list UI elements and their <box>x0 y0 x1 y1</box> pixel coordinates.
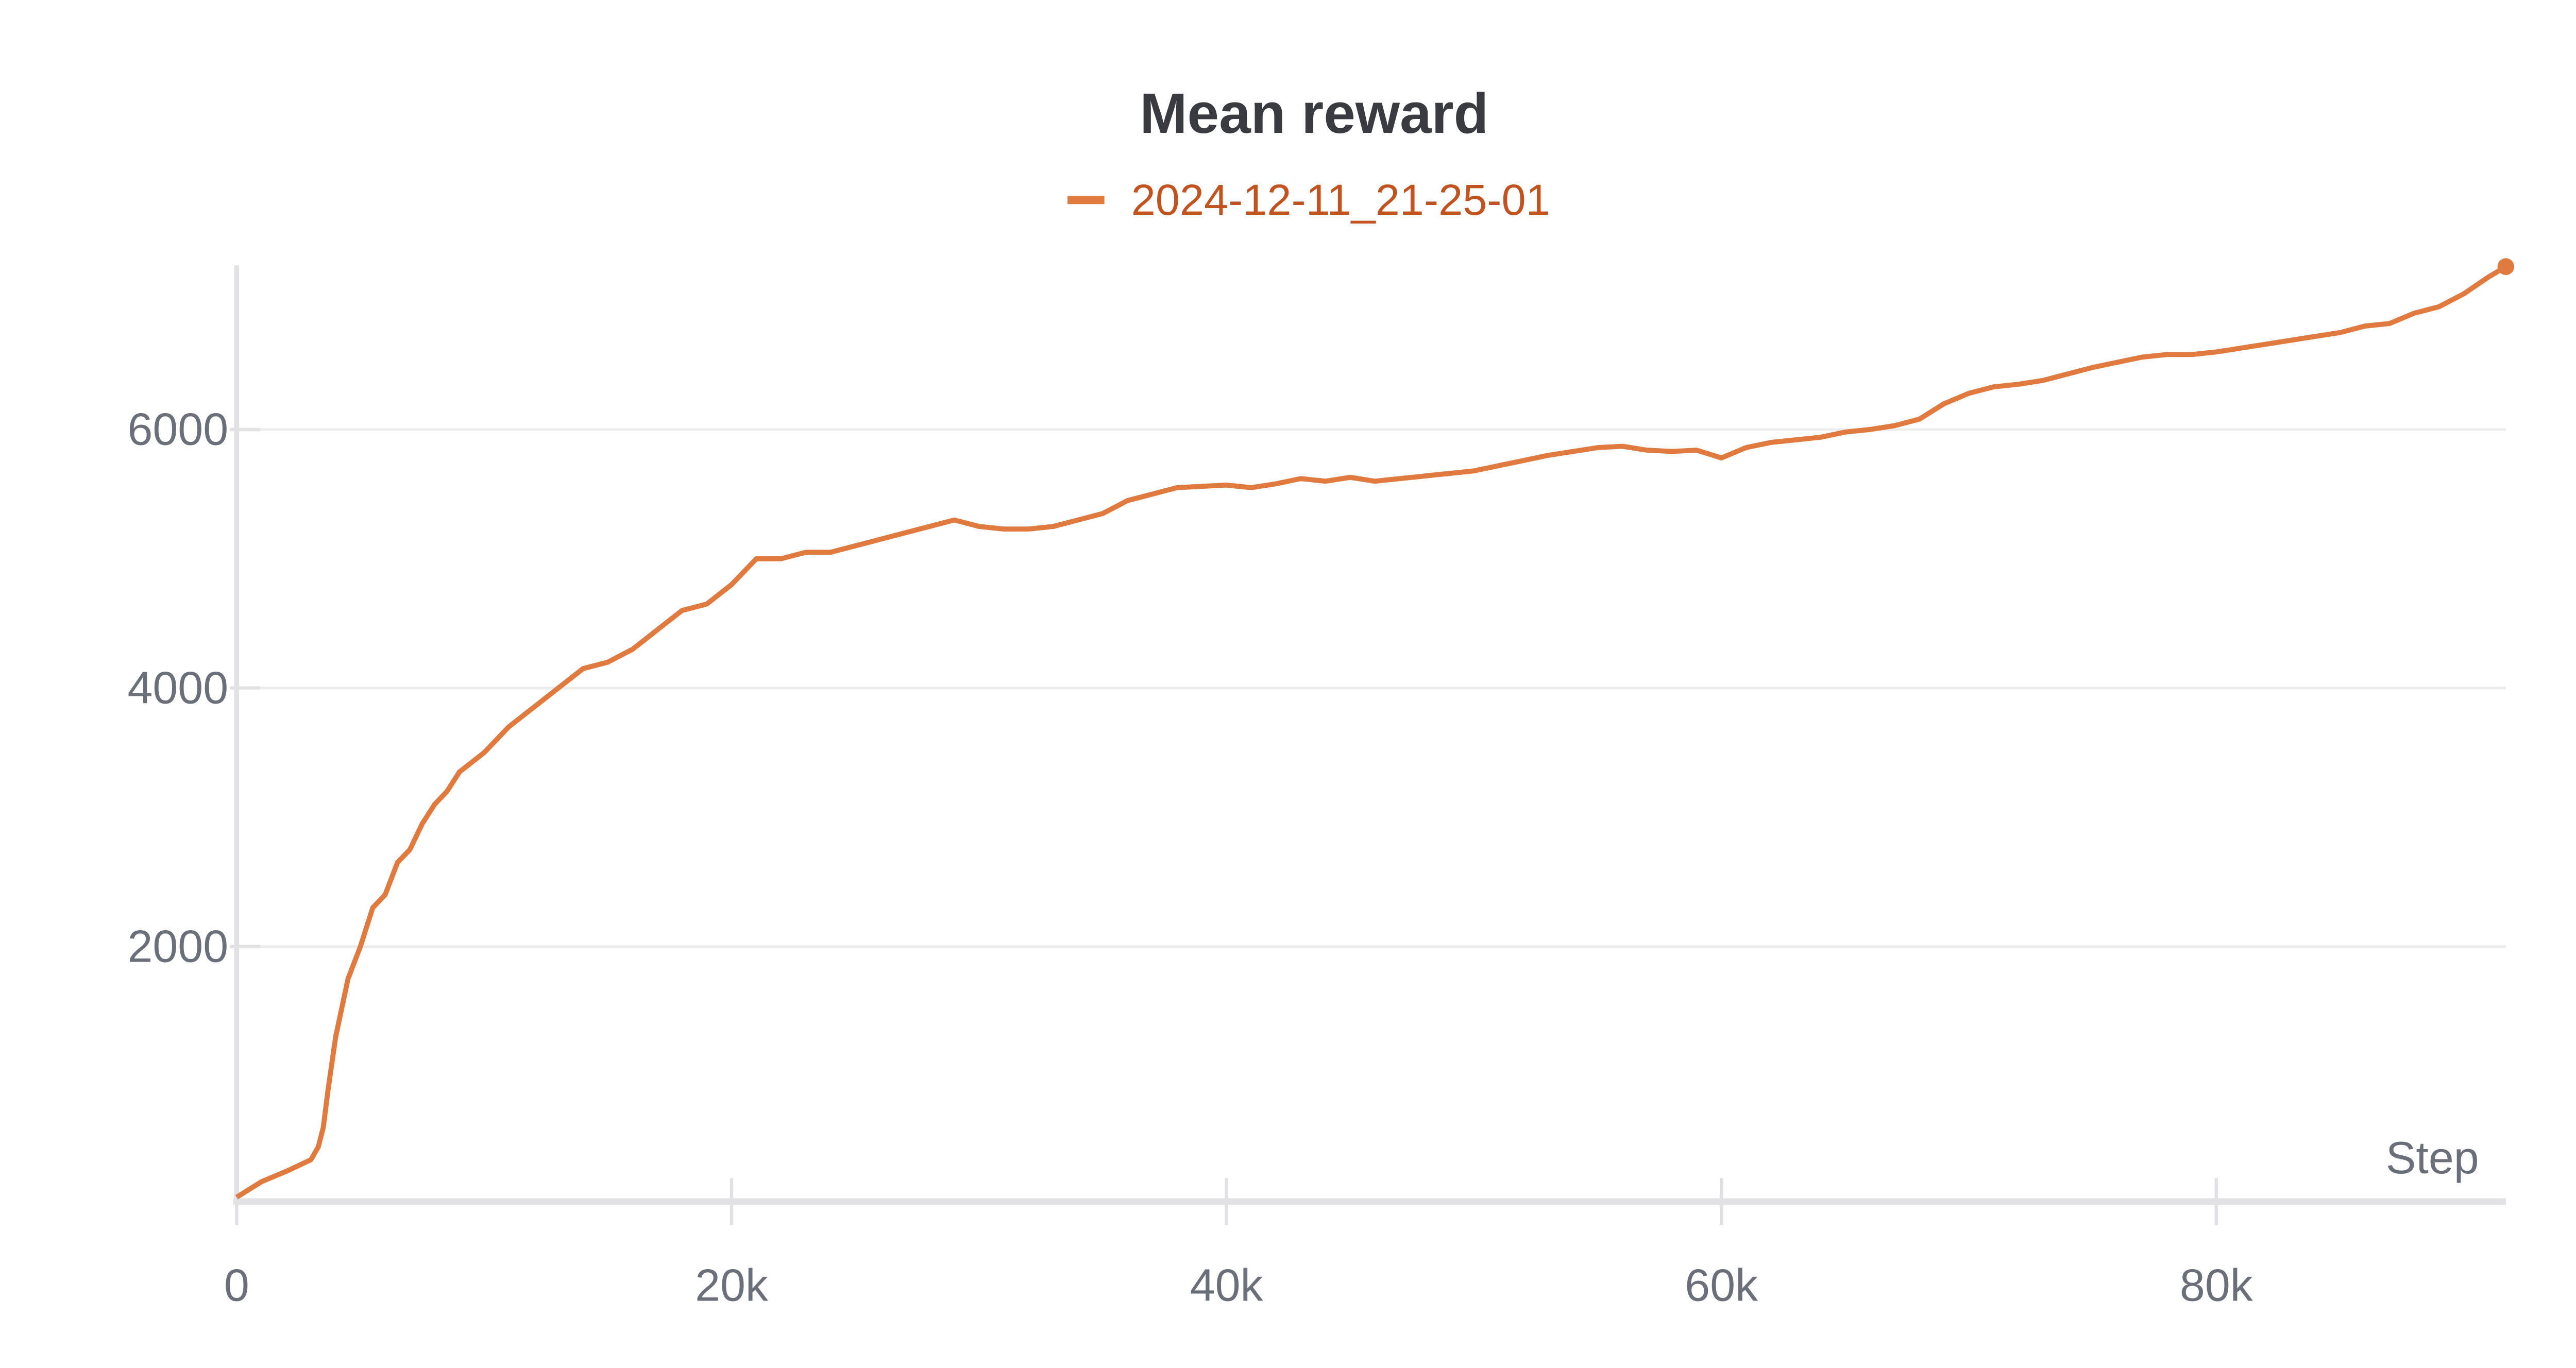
line <box>235 264 2507 1200</box>
chart-title: Mean reward <box>1140 82 1488 145</box>
x-tick-label: 20k <box>695 1260 769 1311</box>
y-tick-label: 6000 <box>127 404 228 455</box>
y-tick-label: 4000 <box>127 662 228 713</box>
end-point <box>2497 258 2515 275</box>
legend-label[interactable]: 2024-12-11_21-25-01 <box>1131 175 1550 224</box>
y-tick-label: 2000 <box>127 920 228 971</box>
x-tick-label: 40k <box>1190 1260 1264 1311</box>
x-tick-label: 0 <box>224 1260 249 1311</box>
x-tick-label: 60k <box>1685 1260 1758 1311</box>
x-axis-label: Step <box>2386 1132 2479 1183</box>
x-tick-label: 80k <box>2180 1260 2253 1311</box>
